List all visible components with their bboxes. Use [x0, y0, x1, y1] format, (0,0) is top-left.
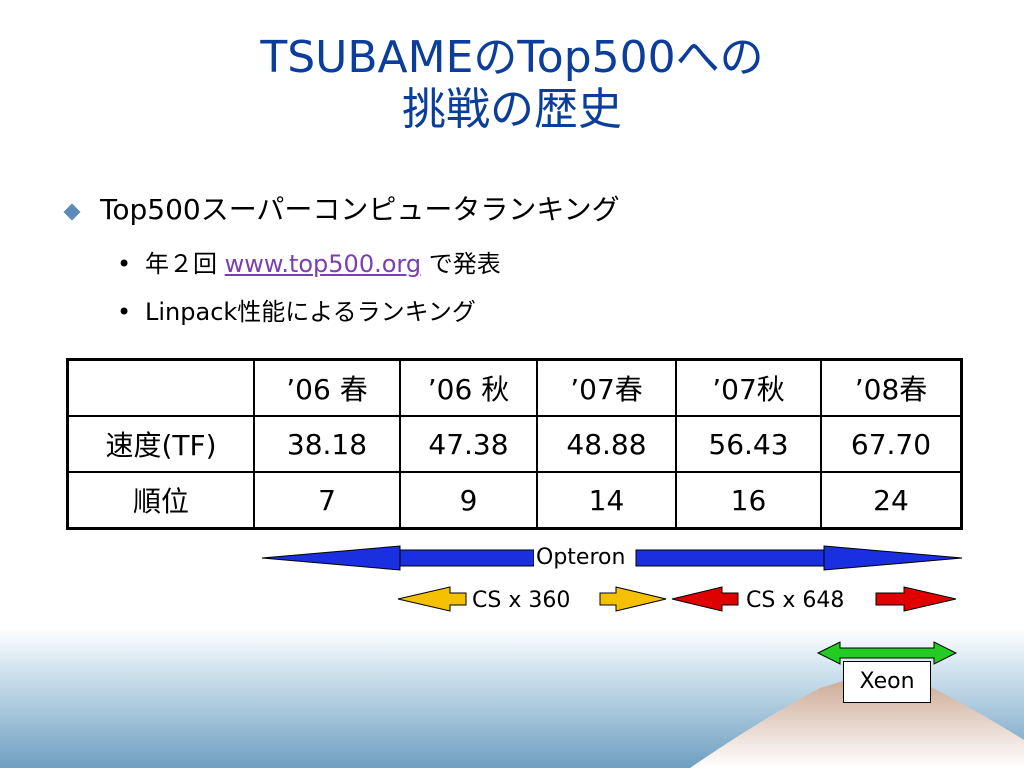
- opteron-label: Opteron: [534, 545, 628, 571]
- bullet-dot-icon: •: [117, 298, 132, 326]
- xeon-label: Xeon: [843, 661, 931, 703]
- row-label: 速度(TF): [66, 415, 255, 473]
- cs360-label: CS x 360: [472, 588, 571, 613]
- cs360-arrow-left: [397, 586, 467, 612]
- slide-title: TSUBAMEのTop500への 挑戦の歴史: [0, 32, 1024, 136]
- opteron-arrow-left: [261, 545, 401, 571]
- row-label: 順位: [66, 471, 255, 530]
- table-cell: 14: [536, 471, 677, 530]
- table-cell: 38.18: [253, 415, 401, 473]
- table-cell: 56.43: [675, 415, 822, 473]
- table-row: 順位 7 9 14 16 24: [66, 471, 963, 530]
- header-cell: ’06 春: [253, 358, 401, 417]
- table-cell: 7: [253, 471, 401, 530]
- table-cell: 16: [675, 471, 822, 530]
- sub2-text: Linpack性能によるランキング: [145, 298, 476, 326]
- table-cell: 24: [820, 471, 963, 530]
- bullet-dot-icon: •: [117, 250, 132, 278]
- cs648-arrow-left: [671, 586, 739, 612]
- table-cell: 67.70: [820, 415, 963, 473]
- cs648-label: CS x 648: [746, 588, 845, 613]
- top500-link[interactable]: www.top500.org: [224, 250, 422, 278]
- sub1-suffix: で発表: [428, 250, 501, 278]
- header-cell: ’08春: [820, 358, 963, 417]
- header-cell: ’07秋: [675, 358, 822, 417]
- table-cell: 9: [399, 471, 538, 530]
- title-line-1: TSUBAMEのTop500への: [260, 32, 764, 83]
- table-cell: 48.88: [536, 415, 677, 473]
- header-cell: ’06 秋: [399, 358, 538, 417]
- table-cell: 47.38: [399, 415, 538, 473]
- opteron-arrow-right: [823, 545, 963, 571]
- bullet-top500: Top500スーパーコンピュータランキング: [100, 193, 620, 226]
- cs648-arrow-right: [875, 586, 957, 612]
- sub1-prefix: 年２回: [145, 250, 217, 278]
- title-line-2: 挑戦の歴史: [402, 84, 622, 135]
- ranking-table: ’06 春 ’06 秋 ’07春 ’07秋 ’08春 速度(TF) 38.18 …: [66, 358, 963, 530]
- mountain-shape: [690, 672, 1024, 768]
- header-cell: [66, 358, 255, 417]
- table-row: 速度(TF) 38.18 47.38 48.88 56.43 67.70: [66, 415, 963, 473]
- cs360-arrow-right: [599, 586, 667, 612]
- table-header-row: ’06 春 ’06 秋 ’07春 ’07秋 ’08春: [66, 358, 963, 417]
- xeon-arrow: [816, 641, 958, 665]
- header-cell: ’07春: [536, 358, 677, 417]
